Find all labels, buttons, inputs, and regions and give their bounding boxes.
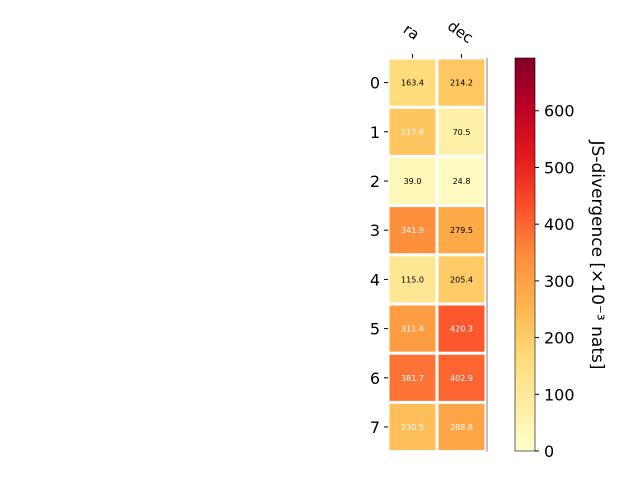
column-labels: ra dec [400, 17, 477, 58]
heatmap-cell [388, 206, 437, 255]
row-labels: 0 1 2 3 4 5 6 7 [370, 74, 388, 437]
colorbar-tick-label: 400 [544, 215, 575, 234]
cell-label: 402.9 [450, 374, 473, 383]
row-label: 7 [370, 418, 380, 437]
cell-label: 205.4 [450, 275, 473, 284]
row-label: 1 [370, 123, 380, 142]
cell-label: 420.3 [450, 325, 473, 334]
cell-label: 115.0 [401, 275, 424, 284]
heatmap-cell [388, 353, 437, 402]
row-label: 4 [370, 270, 380, 289]
colorbar-tick-label: 500 [544, 158, 575, 177]
row-label: 6 [370, 369, 380, 388]
colorbar-tick-label: 100 [544, 385, 575, 404]
cell-label: 163.4 [401, 79, 424, 88]
heatmap-cell [388, 107, 437, 156]
row-label: 3 [370, 221, 380, 240]
colorbar-tick-label: 600 [544, 102, 575, 121]
heatmap-cell [437, 58, 486, 107]
heatmap-cell [388, 255, 437, 304]
heatmap-cell [437, 304, 486, 353]
heatmap-cell [388, 402, 437, 452]
colorbar-label: JS-divergence [×10⁻³ nats] [587, 140, 607, 370]
cell-label: 279.5 [450, 226, 473, 235]
heatmap-cell [437, 206, 486, 255]
heatmap-cell [437, 353, 486, 402]
row-label: 2 [370, 172, 380, 191]
heatmap-cell [437, 156, 486, 206]
heatmap-cell [388, 156, 437, 206]
cell-label: 230.5 [401, 423, 424, 432]
heatmap-cell [388, 304, 437, 353]
cell-label: 214.2 [450, 79, 473, 88]
heatmap-cells: 163.4 214.2 217.6 70.5 39.0 24.8 341.9 279.5 115… [388, 58, 488, 452]
colorbar-tick-label: 300 [544, 272, 575, 291]
cell-label: 70.5 [453, 128, 471, 137]
heatmap-cell [437, 402, 486, 452]
cell-label: 341.9 [401, 226, 424, 235]
column-label: ra [400, 20, 423, 44]
cell-label: 311.4 [401, 325, 424, 334]
cell-label: 381.7 [401, 374, 424, 383]
cell-label: 288.8 [450, 423, 473, 432]
cell-label: 24.8 [453, 177, 471, 186]
cell-label: 217.6 [401, 128, 424, 137]
row-label: 0 [370, 74, 380, 93]
heatmap-cell [437, 255, 486, 304]
heatmap-cell [388, 58, 437, 107]
cell-label: 39.0 [404, 177, 422, 186]
colorbar: 0 100 200 300 400 500 600 [514, 57, 575, 461]
row-label: 5 [370, 320, 380, 339]
colorbar-tick-label: 200 [544, 329, 575, 348]
colorbar-gradient [514, 57, 536, 452]
heatmap-cell [437, 107, 486, 156]
colorbar-tick-label: 0 [544, 442, 554, 461]
column-label: dec [444, 17, 476, 47]
